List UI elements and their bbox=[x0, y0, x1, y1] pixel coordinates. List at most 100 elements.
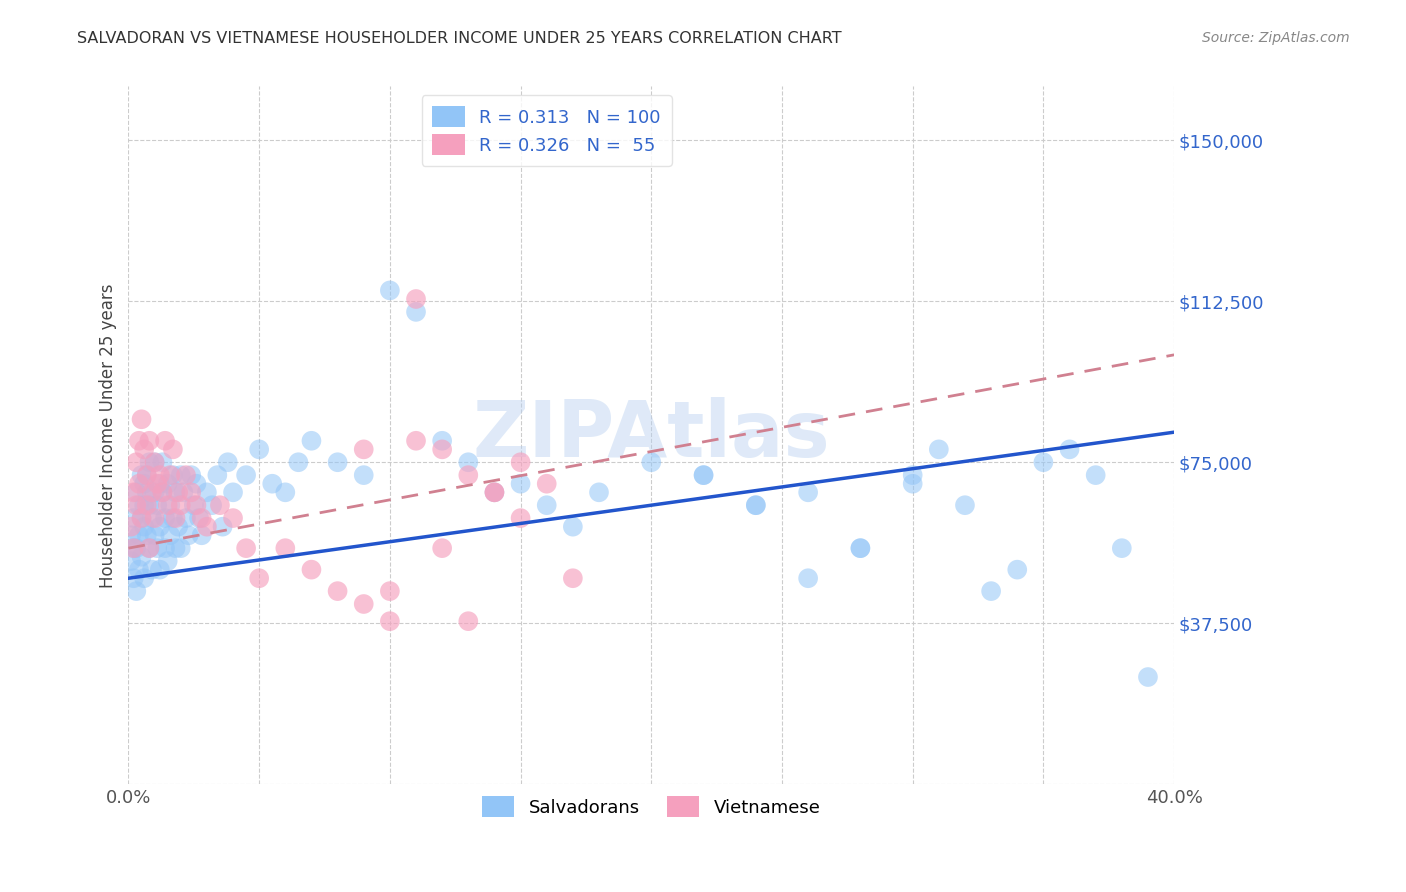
Point bbox=[1007, 563, 1029, 577]
Point bbox=[1059, 442, 1081, 457]
Point bbox=[131, 549, 153, 564]
Point bbox=[207, 468, 229, 483]
Point bbox=[162, 511, 184, 525]
Point bbox=[484, 485, 506, 500]
Point bbox=[287, 455, 309, 469]
Point bbox=[745, 498, 768, 512]
Point bbox=[186, 498, 208, 512]
Point bbox=[138, 541, 160, 556]
Point bbox=[195, 485, 218, 500]
Point bbox=[1136, 670, 1159, 684]
Point bbox=[143, 511, 166, 525]
Point bbox=[128, 528, 150, 542]
Point bbox=[901, 468, 924, 483]
Point bbox=[128, 498, 150, 512]
Point bbox=[186, 476, 208, 491]
Point bbox=[134, 519, 156, 533]
Point bbox=[640, 455, 662, 469]
Point bbox=[274, 541, 297, 556]
Point bbox=[167, 485, 190, 500]
Point bbox=[134, 442, 156, 457]
Point bbox=[134, 476, 156, 491]
Point bbox=[405, 305, 427, 319]
Point bbox=[128, 563, 150, 577]
Point bbox=[301, 434, 323, 448]
Point bbox=[156, 498, 179, 512]
Point bbox=[143, 455, 166, 469]
Point bbox=[165, 485, 187, 500]
Point bbox=[174, 511, 197, 525]
Point bbox=[141, 511, 163, 525]
Point bbox=[149, 563, 172, 577]
Point bbox=[149, 519, 172, 533]
Point bbox=[170, 541, 193, 556]
Point bbox=[143, 528, 166, 542]
Point bbox=[128, 476, 150, 491]
Point bbox=[274, 485, 297, 500]
Point bbox=[138, 541, 160, 556]
Point bbox=[953, 498, 976, 512]
Point bbox=[125, 485, 148, 500]
Point bbox=[217, 455, 239, 469]
Point bbox=[122, 541, 145, 556]
Point bbox=[152, 455, 174, 469]
Point bbox=[131, 412, 153, 426]
Point bbox=[509, 455, 531, 469]
Point bbox=[561, 519, 583, 533]
Point bbox=[125, 455, 148, 469]
Point bbox=[183, 498, 205, 512]
Point bbox=[797, 571, 820, 585]
Text: Source: ZipAtlas.com: Source: ZipAtlas.com bbox=[1202, 31, 1350, 45]
Point bbox=[146, 476, 169, 491]
Point bbox=[162, 442, 184, 457]
Point bbox=[165, 511, 187, 525]
Point bbox=[378, 614, 401, 628]
Point bbox=[405, 434, 427, 448]
Point bbox=[430, 442, 453, 457]
Point bbox=[138, 434, 160, 448]
Point bbox=[211, 519, 233, 533]
Point bbox=[235, 541, 257, 556]
Point bbox=[177, 528, 200, 542]
Point bbox=[156, 554, 179, 568]
Point bbox=[122, 485, 145, 500]
Point bbox=[484, 485, 506, 500]
Point bbox=[131, 468, 153, 483]
Point bbox=[901, 476, 924, 491]
Point bbox=[135, 485, 157, 500]
Point bbox=[174, 468, 197, 483]
Point bbox=[159, 468, 181, 483]
Point bbox=[143, 485, 166, 500]
Point bbox=[180, 468, 202, 483]
Point bbox=[135, 468, 157, 483]
Point bbox=[745, 498, 768, 512]
Point bbox=[457, 468, 479, 483]
Point bbox=[120, 528, 142, 542]
Point bbox=[353, 442, 375, 457]
Point bbox=[149, 476, 172, 491]
Point bbox=[153, 511, 176, 525]
Point bbox=[928, 442, 950, 457]
Point bbox=[152, 485, 174, 500]
Point bbox=[692, 468, 714, 483]
Point bbox=[131, 511, 153, 525]
Point bbox=[135, 498, 157, 512]
Text: SALVADORAN VS VIETNAMESE HOUSEHOLDER INCOME UNDER 25 YEARS CORRELATION CHART: SALVADORAN VS VIETNAMESE HOUSEHOLDER INC… bbox=[77, 31, 842, 46]
Point bbox=[122, 511, 145, 525]
Point bbox=[208, 498, 231, 512]
Point bbox=[405, 292, 427, 306]
Point bbox=[135, 528, 157, 542]
Point bbox=[247, 571, 270, 585]
Point bbox=[167, 519, 190, 533]
Point bbox=[457, 614, 479, 628]
Point bbox=[159, 528, 181, 542]
Point bbox=[588, 485, 610, 500]
Point bbox=[980, 584, 1002, 599]
Point bbox=[222, 511, 245, 525]
Point bbox=[141, 563, 163, 577]
Point bbox=[170, 498, 193, 512]
Point bbox=[165, 541, 187, 556]
Point bbox=[509, 511, 531, 525]
Point bbox=[134, 498, 156, 512]
Point bbox=[353, 597, 375, 611]
